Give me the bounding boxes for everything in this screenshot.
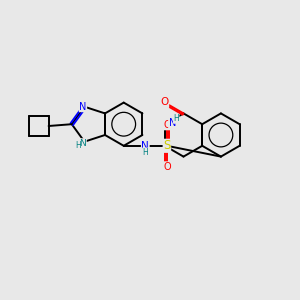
Text: O: O <box>163 120 171 130</box>
Text: N: N <box>79 102 87 112</box>
Text: O: O <box>160 98 169 107</box>
Text: N: N <box>80 139 86 148</box>
Text: H: H <box>75 141 81 150</box>
Text: S: S <box>163 139 171 152</box>
Text: H: H <box>173 114 179 123</box>
Text: N: N <box>141 141 149 151</box>
Text: O: O <box>163 162 171 172</box>
Text: H: H <box>142 148 148 157</box>
Text: N: N <box>169 118 176 128</box>
